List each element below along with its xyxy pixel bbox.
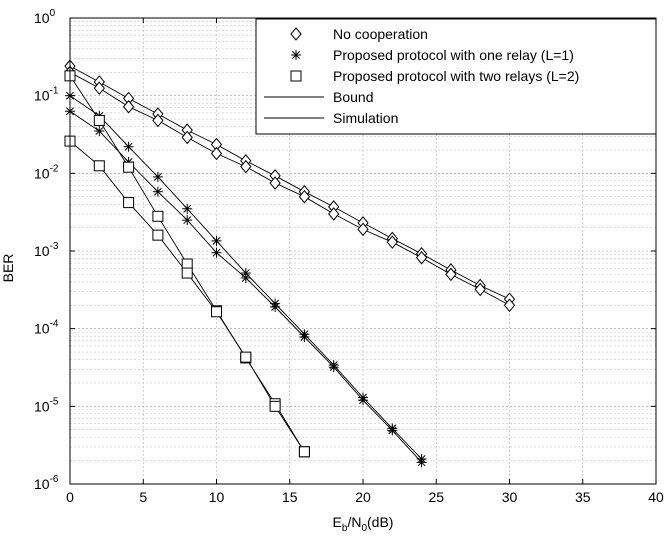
data-point-l0-simulation xyxy=(93,81,105,95)
x-axis-label-sub2: 0 xyxy=(361,523,367,534)
x-tick-label: 25 xyxy=(428,489,444,505)
legend-label: Proposed protocol with one relay (L=1) xyxy=(333,47,574,63)
data-point-l0-simulation xyxy=(210,146,223,161)
data-point-l0-simulation xyxy=(269,176,281,190)
data-point-l1-bound xyxy=(123,141,134,152)
x-axis-label-tail: (dB) xyxy=(367,514,393,530)
legend-entry: Proposed protocol with one relay (L=1) xyxy=(291,47,574,63)
x-axis-label-sub1: b xyxy=(342,523,348,534)
data-point-l0-simulation xyxy=(474,282,486,297)
legend-label: No cooperation xyxy=(333,26,428,42)
series-line-l0-simulation xyxy=(69,71,510,306)
data-point-l1-simulation xyxy=(240,272,251,283)
x-axis-label: Eb/N0(dB) xyxy=(333,514,394,534)
data-point-l2-simulation xyxy=(240,351,252,363)
series-line-l0-bound xyxy=(69,65,510,300)
y-tick-label: 100 xyxy=(34,8,56,26)
legend-label: Proposed protocol with two relays (L=2) xyxy=(333,68,579,84)
data-point-l0-simulation xyxy=(445,267,457,282)
data-point-l1-simulation xyxy=(328,362,339,373)
y-tick-label: 10-2 xyxy=(34,163,59,181)
data-point-l1-simulation xyxy=(182,215,193,226)
data-point-l2-simulation xyxy=(298,446,310,458)
data-point-l1-bound xyxy=(211,235,222,246)
x-tick-label: 15 xyxy=(282,489,298,505)
data-point-l2-simulation xyxy=(93,160,105,172)
x-tick-label: 30 xyxy=(502,489,518,505)
data-point-l2-bound xyxy=(152,210,164,222)
data-point-l2-simulation xyxy=(123,197,135,209)
data-point-l1-simulation xyxy=(416,457,427,468)
legend-entry: Bound xyxy=(264,89,373,105)
data-point-l1-simulation xyxy=(211,247,222,258)
data-point-l2-simulation xyxy=(211,306,222,318)
legend-marker-swatch xyxy=(290,27,302,41)
legend-box xyxy=(255,18,657,135)
data-point-l2-simulation xyxy=(269,400,281,412)
data-point-l1-simulation xyxy=(387,425,398,436)
x-tick-label: 35 xyxy=(575,489,591,505)
data-point-l2-simulation xyxy=(181,267,193,279)
data-point-l0-simulation xyxy=(122,99,135,114)
x-tick-label: 20 xyxy=(355,489,371,505)
x-axis-label-mid: /N xyxy=(347,514,361,530)
tick-layer: 0 5 10 15 20 25 30 35 40 10-6 10-5 10-4 10-3 10-2 10-1… xyxy=(34,8,664,505)
data-point-l0-simulation xyxy=(357,222,369,237)
data-point-l0-simulation xyxy=(503,298,516,313)
data-point-l1-simulation xyxy=(152,186,163,197)
legend-marker-swatch xyxy=(290,70,302,82)
data-point-l2-bound xyxy=(181,258,193,270)
x-tick-label: 40 xyxy=(648,489,664,505)
data-point-l1-simulation xyxy=(270,302,281,313)
y-tick-label: 10-1 xyxy=(34,86,59,104)
x-tick-label: 0 xyxy=(66,489,74,505)
y-tick-label: 10-5 xyxy=(34,396,59,414)
legend-entry: Simulation xyxy=(264,110,398,126)
y-axis-label: BER xyxy=(0,254,16,283)
data-point-l1-simulation xyxy=(94,126,105,137)
data-point-l1-simulation xyxy=(299,332,310,343)
x-tick-label: 5 xyxy=(139,489,147,505)
data-point-l0-simulation xyxy=(152,113,164,128)
y-tick-label: 10-4 xyxy=(34,319,59,337)
legend-entry: No cooperation xyxy=(290,26,428,42)
data-point-l0-simulation xyxy=(240,159,252,174)
data-point-l2-simulation xyxy=(152,229,164,241)
data-point-l0-simulation xyxy=(298,189,311,204)
x-tick-label: 10 xyxy=(209,489,225,505)
y-tick-label: 10-6 xyxy=(34,474,59,492)
data-point-l0-simulation xyxy=(415,250,428,265)
data-point-l2-bound xyxy=(123,161,135,173)
x-axis-label-base: E xyxy=(333,514,342,530)
marker-layer xyxy=(64,59,516,468)
data-point-l1-bound xyxy=(182,203,193,214)
data-point-l0-simulation xyxy=(181,130,193,145)
legend-marker-swatch xyxy=(291,50,301,60)
data-point-l1-simulation xyxy=(358,395,368,406)
data-point-l0-simulation xyxy=(328,207,340,221)
data-point-l2-bound xyxy=(93,114,105,126)
y-tick-label: 10-3 xyxy=(34,241,59,259)
legend-entry: Proposed protocol with two relays (L=2) xyxy=(290,68,579,84)
data-point-l0-simulation xyxy=(386,235,398,249)
legend-layer: No cooperation Proposed protocol with one… xyxy=(255,18,657,135)
legend-label: Simulation xyxy=(333,110,398,126)
data-point-l1-bound xyxy=(152,171,163,182)
legend-label: Bound xyxy=(333,89,373,105)
